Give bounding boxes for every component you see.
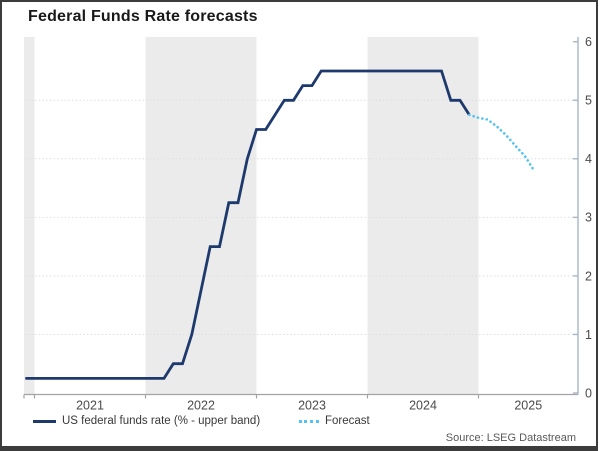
forecast-series-label: Forecast bbox=[325, 415, 370, 427]
y-tick-label: 6 bbox=[585, 35, 592, 49]
y-tick-label: 0 bbox=[585, 386, 592, 400]
legend: US federal funds rate (% - upper band) F… bbox=[2, 415, 596, 431]
y-tick-label: 1 bbox=[585, 328, 592, 342]
x-tick-label: 2025 bbox=[514, 399, 542, 413]
actual-rate-line bbox=[25, 69, 471, 380]
year-band-2020 bbox=[24, 37, 35, 395]
y-tick-label: 3 bbox=[585, 211, 592, 225]
page-title: Federal Funds Rate forecasts bbox=[28, 8, 258, 25]
source-credit: Source: LSEG Datastream bbox=[445, 432, 576, 444]
year-band-2022 bbox=[145, 37, 257, 395]
x-tick-label: 2021 bbox=[76, 399, 104, 413]
y-tick-label: 4 bbox=[585, 152, 592, 166]
y-tick-label: 5 bbox=[585, 94, 592, 108]
legend-item-actual: US federal funds rate (% - upper band) bbox=[33, 415, 260, 427]
forecast-dots-swatch bbox=[299, 419, 319, 423]
x-tick-label: 2023 bbox=[298, 399, 326, 413]
x-tick-label: 2022 bbox=[187, 399, 215, 413]
x-tick-label: 2024 bbox=[409, 399, 437, 413]
legend-item-forecast: Forecast bbox=[299, 415, 370, 427]
forecast-line bbox=[467, 113, 536, 172]
actual-line-swatch bbox=[33, 419, 56, 423]
actual-series-label: US federal funds rate (% - upper band) bbox=[62, 415, 261, 427]
year-band-2024 bbox=[367, 37, 479, 395]
y-tick-label: 2 bbox=[585, 269, 592, 283]
